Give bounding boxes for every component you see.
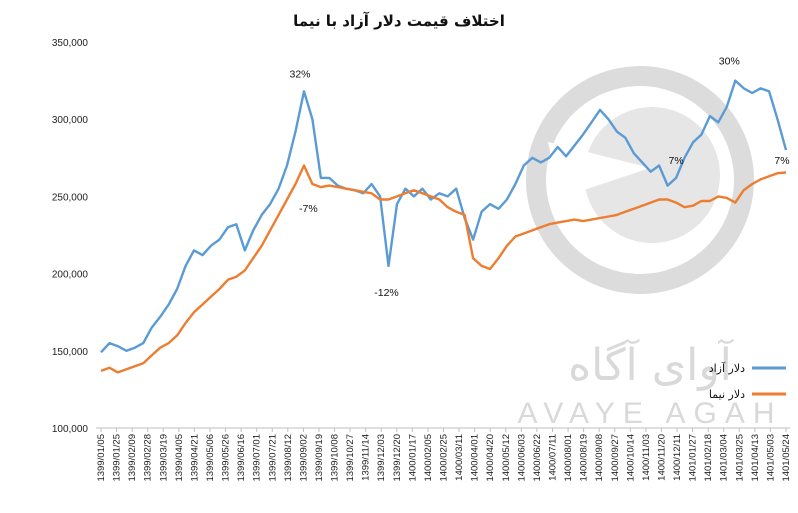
- annotation-label: 7%: [774, 155, 789, 167]
- y-tick-label: 250,000: [52, 192, 89, 203]
- x-tick-label: 1400/06/22: [532, 434, 543, 482]
- series-line-free-dollar: [100, 79, 788, 354]
- x-tick-label: 1400/09/08: [594, 434, 605, 482]
- legend: دلار آزاد دلار نیما: [709, 361, 786, 401]
- x-tick-label: 1400/07/11: [547, 434, 558, 481]
- x-tick-label: 1399/07/01: [252, 434, 263, 482]
- x-tick-label: 1399/04/21: [189, 434, 200, 482]
- x-tick-label: 1400/10/14: [625, 434, 636, 482]
- annotation-label: -12%: [374, 287, 399, 299]
- x-tick-label: 1399/04/05: [174, 434, 185, 482]
- x-tick-label: 1399/12/03: [376, 434, 387, 482]
- x-tick-label: 1400/11/20: [656, 434, 667, 481]
- legend-label-free-dollar: دلار آزاد: [709, 361, 745, 375]
- x-tick-label: 1400/03/11: [454, 434, 465, 481]
- x-tick-label: 1400/05/12: [501, 434, 512, 482]
- x-tick-label: 1401/04/13: [750, 434, 761, 482]
- x-tick-label: 1399/03/19: [158, 434, 169, 482]
- x-tick-label: 1399/05/26: [221, 434, 232, 482]
- annotation-label: -7%: [299, 203, 318, 215]
- x-tick-label: 1399/10/08: [330, 434, 341, 482]
- watermark-logo: آوای آگاه AVAYE AGAH: [517, 66, 782, 430]
- y-tick-label: 300,000: [52, 115, 89, 126]
- watermark-arrow: [548, 142, 650, 198]
- x-tick-label: 1399/11/14: [361, 434, 372, 481]
- x-tick-label: 1400/12/11: [672, 434, 683, 481]
- series-layer: [100, 79, 788, 374]
- y-tick-label: 200,000: [52, 270, 89, 281]
- x-tick-label: 1400/02/25: [439, 434, 450, 482]
- x-tick-label: 1399/02/09: [127, 434, 138, 482]
- x-tick-label: 1399/09/02: [298, 434, 309, 482]
- chart-title: اختلاف قیمت دلار آزاد با نیما: [293, 12, 505, 30]
- x-tick-label: 1401/01/27: [688, 434, 699, 482]
- x-tick-label: 1400/01/17: [407, 434, 418, 482]
- x-tick-label: 1400/09/27: [610, 434, 621, 482]
- x-tick-label: 1401/02/18: [703, 434, 714, 482]
- series-line-nima-dollar: [100, 164, 787, 374]
- x-tick-label: 1399/01/25: [112, 434, 123, 482]
- watermark-brand-fa: آوای آگاه: [568, 338, 734, 391]
- x-tick-label: 1399/02/28: [143, 434, 154, 482]
- y-tick-label: 150,000: [52, 347, 89, 358]
- annotations: 32% -7% -12% 7% 30% 7%: [289, 56, 789, 299]
- watermark-ring-inner: [584, 107, 720, 243]
- x-tick-label: 1401/05/24: [781, 434, 792, 482]
- x-tick-label: 1401/05/03: [765, 434, 776, 482]
- x-tick-label: 1400/08/01: [563, 434, 574, 482]
- y-tick-label: 350,000: [52, 38, 89, 49]
- x-tick-label: 1399/07/21: [267, 434, 278, 482]
- x-tick-label: 1399/08/12: [283, 434, 294, 482]
- x-axis: 1399/01/05 1399/01/25 1399/02/09 1399/02/28…: [96, 428, 792, 482]
- x-tick-label: 1399/12/20: [392, 434, 403, 482]
- y-axis: 100,000 150,000 200,000 250,000 300,000 350,0…: [52, 38, 89, 435]
- x-tick-label: 1400/04/20: [485, 434, 496, 482]
- x-tick-label: 1400/06/03: [516, 434, 527, 482]
- x-tick-label: 1399/06/16: [236, 434, 247, 482]
- x-tick-label: 1400/11/03: [641, 434, 652, 481]
- y-tick-label: 100,000: [52, 424, 89, 435]
- annotation-label: 7%: [669, 155, 684, 167]
- annotation-label: 30%: [719, 56, 740, 68]
- annotation-label: 32%: [289, 68, 310, 80]
- x-tick-label: 1399/01/05: [96, 434, 107, 482]
- x-tick-label: 1399/05/06: [205, 434, 216, 482]
- watermark-brand-en: AVAYE AGAH: [517, 397, 782, 430]
- x-tick-label: 1401/03/25: [734, 434, 745, 482]
- x-tick-label: 1400/02/05: [423, 434, 434, 482]
- x-tick-label: 1400/08/19: [579, 434, 590, 482]
- x-tick-label: 1400/04/01: [470, 434, 481, 482]
- legend-label-nima-dollar: دلار نیما: [709, 388, 745, 401]
- x-tick-label: 1399/10/27: [345, 434, 356, 482]
- x-tick-label: 1399/09/19: [314, 434, 325, 482]
- watermark-ring-outer: [526, 66, 754, 294]
- x-tick-label: 1401/03/04: [719, 434, 730, 482]
